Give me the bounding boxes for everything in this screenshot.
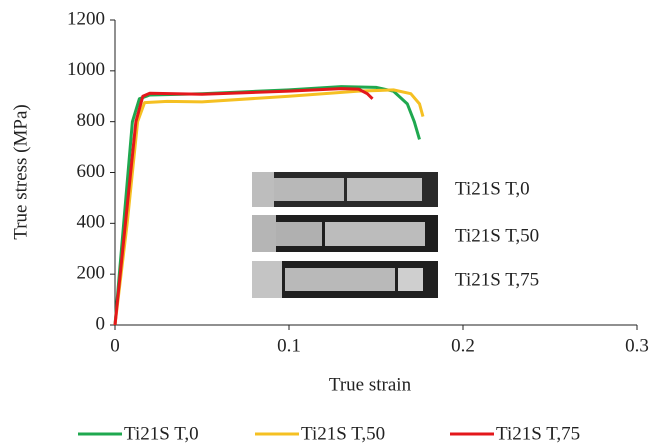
x-tick-label: 0 bbox=[110, 335, 120, 356]
y-tick-label: 1000 bbox=[67, 59, 105, 80]
x-axis-title: True strain bbox=[329, 374, 412, 395]
inset-label: Ti21S T,75 bbox=[455, 269, 539, 290]
x-tick-label: 0.1 bbox=[277, 335, 301, 356]
inset-photo bbox=[252, 172, 438, 298]
y-tick-label: 0 bbox=[96, 313, 106, 334]
legend-label: Ti21S T,75 bbox=[496, 423, 580, 444]
y-tick-label: 400 bbox=[77, 212, 106, 233]
x-tick-label: 0.3 bbox=[625, 335, 649, 356]
legend-label: Ti21S T,0 bbox=[124, 423, 199, 444]
y-axis-title: True stress (MPa) bbox=[10, 104, 31, 239]
y-tick-label: 600 bbox=[77, 161, 106, 182]
inset-label: Ti21S T,0 bbox=[455, 178, 530, 199]
inset-label: Ti21S T,50 bbox=[455, 225, 539, 246]
y-tick-label: 800 bbox=[77, 110, 106, 131]
x-tick-label: 0.2 bbox=[451, 335, 475, 356]
series-line bbox=[113, 88, 425, 326]
y-tick-label: 200 bbox=[77, 263, 106, 284]
series-line bbox=[113, 87, 374, 326]
legend-label: Ti21S T,50 bbox=[301, 423, 385, 444]
y-tick-label: 1200 bbox=[67, 8, 105, 29]
